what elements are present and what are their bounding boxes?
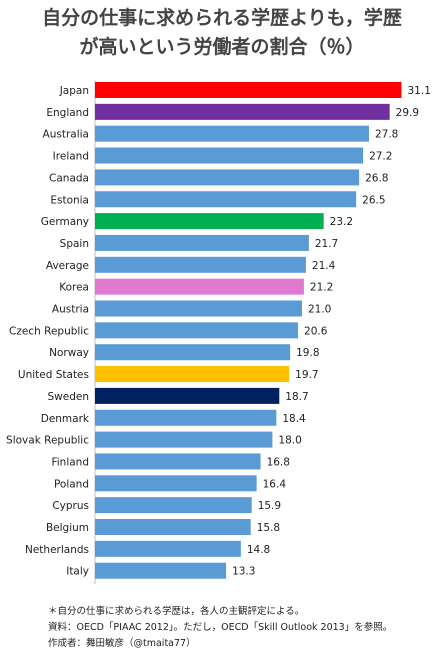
category-label-england: England bbox=[46, 107, 89, 119]
category-label-slovak-republic: Slovak Republic bbox=[6, 435, 89, 447]
category-label-norway: Norway bbox=[49, 347, 89, 359]
category-label-netherlands: Netherlands bbox=[25, 544, 89, 556]
category-label-australia: Australia bbox=[43, 129, 89, 141]
note-line: 資料：OECD「PIAAC 2012」。ただし，OECD「Skill Outlo… bbox=[48, 622, 393, 633]
value-label-spain: 21.7 bbox=[315, 238, 338, 250]
value-label-cyprus: 15.9 bbox=[258, 500, 281, 512]
chart-title-line-2: が高いという労働者の割合（％） bbox=[79, 36, 365, 58]
bar-norway bbox=[95, 344, 291, 361]
category-label-denmark: Denmark bbox=[41, 413, 90, 425]
category-label-germany: Germany bbox=[41, 216, 89, 228]
value-label-australia: 27.8 bbox=[375, 129, 398, 141]
bar-england bbox=[95, 103, 390, 120]
note-line: ＊自分の仕事に求められる学歴は，各人の主観評定による。 bbox=[48, 606, 305, 617]
bar-slovak-republic bbox=[95, 431, 273, 448]
bars-group: Japan 31.1 England 29.9 Australia 27.8 Ireland… bbox=[6, 82, 431, 579]
value-label-austria: 21.0 bbox=[308, 304, 331, 316]
value-label-sweden: 18.7 bbox=[285, 391, 308, 403]
bar-belgium bbox=[95, 519, 251, 535]
value-label-england: 29.9 bbox=[396, 107, 419, 119]
value-label-italy: 13.3 bbox=[232, 566, 255, 578]
category-label-ireland: Ireland bbox=[53, 151, 89, 163]
value-label-netherlands: 14.8 bbox=[247, 544, 270, 556]
category-label-poland: Poland bbox=[54, 478, 89, 490]
category-label-italy: Italy bbox=[66, 566, 89, 578]
bar-denmark bbox=[95, 409, 277, 426]
bar-germany bbox=[95, 213, 324, 230]
category-label-cyprus: Cyprus bbox=[52, 500, 89, 512]
value-label-korea: 21.2 bbox=[310, 282, 333, 294]
value-label-average: 21.4 bbox=[312, 260, 336, 272]
category-label-czech-republic: Czech Republic bbox=[9, 325, 89, 337]
category-label-estonia: Estonia bbox=[50, 194, 89, 206]
bar-cyprus bbox=[95, 497, 252, 514]
category-label-spain: Spain bbox=[60, 238, 89, 250]
category-label-korea: Korea bbox=[59, 282, 89, 294]
value-label-belgium: 15.8 bbox=[257, 522, 280, 534]
note-line: 作成者：舞田敏彦（@tmaita77） bbox=[48, 638, 196, 649]
bar-italy bbox=[95, 562, 227, 579]
value-label-canada: 26.8 bbox=[365, 172, 388, 184]
bar-netherlands bbox=[95, 540, 241, 557]
bar-japan bbox=[95, 82, 402, 98]
bar-australia bbox=[95, 125, 369, 142]
category-label-austria: Austria bbox=[52, 304, 89, 316]
category-label-united-states: United States bbox=[18, 369, 89, 381]
notes-block: ＊自分の仕事に求められる学歴は，各人の主観評定による。 資料：OECD「PIAA… bbox=[48, 604, 392, 652]
bar-average bbox=[95, 256, 306, 273]
bar-canada bbox=[95, 169, 360, 186]
value-label-norway: 19.8 bbox=[296, 347, 319, 359]
category-label-average: Average bbox=[46, 260, 89, 272]
bar-poland bbox=[95, 475, 257, 492]
category-label-belgium: Belgium bbox=[46, 522, 89, 534]
value-label-slovak-republic: 18.0 bbox=[278, 435, 301, 447]
value-label-united-states: 19.7 bbox=[295, 369, 318, 381]
value-label-czech-republic: 20.6 bbox=[304, 325, 328, 337]
category-label-finland: Finland bbox=[51, 456, 89, 468]
value-label-estonia: 26.5 bbox=[362, 194, 385, 206]
chart-title: 自分の仕事に求められる学歴よりも，学歴 が高いという労働者の割合（％） bbox=[0, 4, 444, 62]
value-label-japan: 31.1 bbox=[408, 85, 431, 97]
bar-sweden bbox=[95, 387, 280, 404]
value-label-germany: 23.2 bbox=[330, 216, 353, 228]
category-label-canada: Canada bbox=[49, 172, 89, 184]
category-label-japan: Japan bbox=[59, 85, 89, 97]
chart-title-line-1: 自分の仕事に求められる学歴よりも，学歴 bbox=[42, 7, 402, 29]
bar-austria bbox=[95, 300, 302, 317]
bar-ireland bbox=[95, 147, 364, 164]
value-label-poland: 16.4 bbox=[263, 478, 287, 490]
bar-estonia bbox=[95, 191, 357, 208]
value-label-denmark: 18.4 bbox=[282, 413, 306, 425]
value-label-finland: 16.8 bbox=[267, 456, 290, 468]
bar-chart: Japan 31.1 England 29.9 Australia 27.8 Ireland… bbox=[6, 80, 431, 584]
value-label-ireland: 27.2 bbox=[369, 151, 392, 163]
category-label-sweden: Sweden bbox=[48, 391, 90, 403]
bar-united-states bbox=[95, 366, 290, 383]
bar-korea bbox=[95, 278, 304, 295]
bar-czech-republic bbox=[95, 322, 299, 339]
bar-spain bbox=[95, 234, 309, 251]
bar-finland bbox=[95, 453, 261, 470]
